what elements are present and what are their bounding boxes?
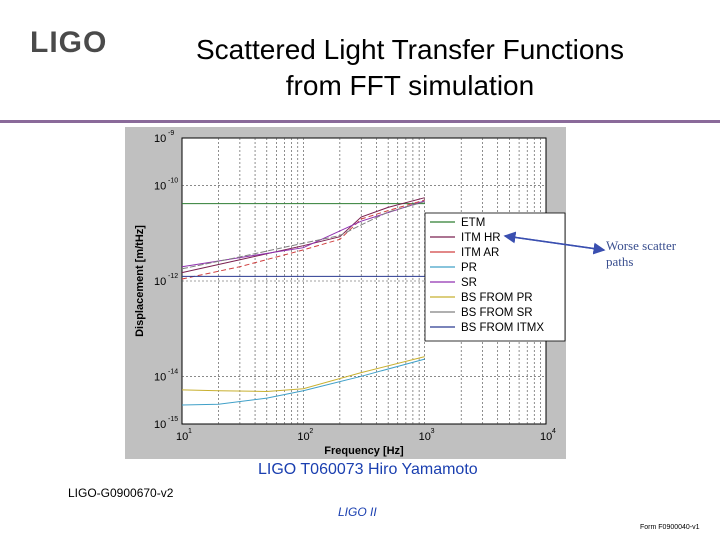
annotation-line-2: paths	[606, 254, 634, 269]
y-tick-label: 10	[154, 276, 166, 288]
legend-label: PR	[461, 262, 477, 274]
y-tick-exponent: -10	[168, 178, 178, 185]
x-tick-exponent: 4	[552, 428, 556, 435]
credit-text: LIGO T060073 Hiro Yamamoto	[258, 461, 478, 478]
series-line-itm-hr	[181, 197, 425, 274]
y-tick-label: 10	[154, 419, 166, 431]
y-tick-exponent: -12	[168, 273, 178, 280]
y-tick-label: 10	[154, 133, 166, 145]
x-tick-exponent: 2	[309, 428, 313, 435]
y-tick-label: 10	[154, 181, 166, 193]
x-tick-label: 10	[540, 431, 552, 443]
y-tick-label: 10	[154, 371, 166, 383]
legend-label: ETM	[461, 217, 485, 229]
title-line-1: Scattered Light Transfer Functions	[196, 34, 624, 65]
x-tick-exponent: 1	[188, 428, 192, 435]
legend-label: BS FROM PR	[461, 292, 533, 304]
legend-label: BS FROM SR	[461, 307, 533, 319]
series-line-bs-from-pr	[181, 356, 425, 393]
x-axis-label: Frequency [Hz]	[324, 445, 404, 457]
footer-text: LIGO II	[338, 505, 377, 519]
x-tick-exponent: 3	[431, 428, 435, 435]
document-id: LIGO-G0900670-v2	[68, 486, 174, 500]
legend-box	[424, 212, 566, 342]
legend-label: SR	[461, 277, 477, 289]
series-line-bs-from-sr	[181, 201, 425, 270]
y-tick-exponent: -14	[168, 368, 178, 375]
form-number: Form F0900040-v1	[640, 524, 700, 531]
x-tick-label: 10	[419, 431, 431, 443]
slide-title: Scattered Light Transfer Functions from …	[160, 32, 660, 104]
title-line-2: from FFT simulation	[285, 70, 535, 101]
chart-figure: 10 1 10 2 10 3 10 4 10 -9 10 -10 10 -12 10 -14 10 -15 Freq…	[125, 127, 566, 459]
worse-scatter-annotation: Worse scatter paths	[606, 238, 716, 270]
y-tick-exponent: -15	[168, 416, 178, 423]
legend-label: ITM HR	[461, 232, 501, 244]
legend-label: BS FROM ITMX	[461, 322, 544, 334]
legend-label: ITM AR	[461, 247, 499, 259]
x-tick-label: 10	[297, 431, 309, 443]
series-line-itm-ar	[181, 199, 425, 280]
y-axis-label: Displacement [m/tHz]	[134, 225, 146, 337]
series-line-pr	[181, 358, 425, 406]
ligo-logo: LIGO	[30, 26, 108, 59]
x-tick-label: 10	[176, 431, 188, 443]
annotation-line-1: Worse scatter	[606, 238, 677, 253]
y-tick-exponent: -9	[168, 130, 174, 137]
title-divider	[0, 120, 720, 123]
